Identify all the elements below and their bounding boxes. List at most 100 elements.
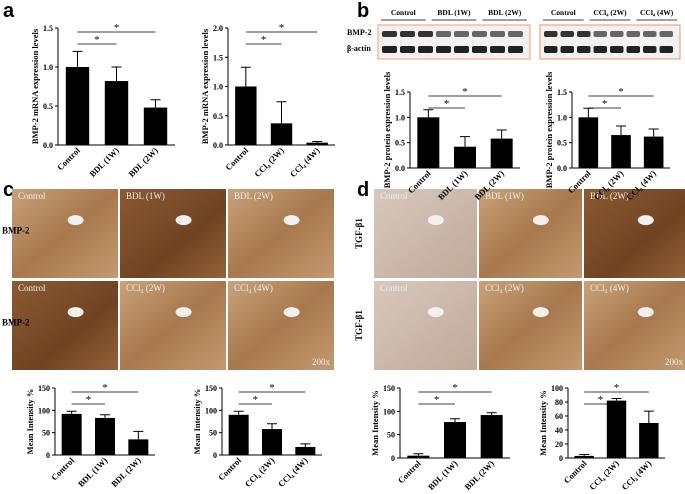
vessel (427, 215, 444, 226)
y-tick-label: 1.0 (395, 113, 405, 122)
blot-header: Control (391, 8, 416, 17)
y-tick-label: 60 (555, 412, 563, 421)
magnification: 200x (665, 357, 684, 367)
blot-band (508, 31, 523, 37)
y-axis-title: Mean Intensity % (538, 390, 548, 456)
blot-band (508, 46, 523, 53)
y-tick-label: 1.0 (213, 83, 223, 92)
blot-band (472, 46, 487, 53)
vessel (67, 307, 84, 318)
blot-band (436, 46, 451, 53)
error-bar (496, 129, 507, 139)
error-bar (133, 430, 144, 440)
blot-frame (539, 24, 681, 60)
y-axis-title: BMP-2 mRNA expression levels (30, 28, 40, 144)
y-tick-label: 0.5 (213, 112, 223, 121)
row-label: BMP-2 (2, 226, 30, 236)
y-tick-label: 0 (391, 454, 395, 463)
y-tick-label: 150 (383, 384, 395, 393)
y-tick-label: 1.0 (43, 63, 53, 72)
vessel (283, 307, 300, 318)
vessel (637, 307, 654, 318)
error-bar (423, 109, 434, 118)
y-tick-label: 0.5 (395, 139, 405, 148)
micrograph (228, 189, 334, 278)
x-tick-label: Control (216, 455, 243, 482)
blot-band (454, 31, 469, 37)
micrograph (479, 189, 582, 278)
micrograph (12, 281, 118, 370)
blot-band (418, 46, 433, 53)
significance-mark: * (462, 86, 468, 98)
bar (95, 417, 115, 455)
significance-mark: * (614, 382, 620, 394)
y-tick-label: 1.5 (43, 24, 53, 33)
blot-header: BDL (1W) (437, 8, 471, 17)
y-tick-label: 100 (551, 384, 563, 393)
x-tick-label: CCl₄ (2W) (252, 145, 286, 179)
blot-band (400, 46, 415, 53)
y-axis-title: BMP-2 mRNA expression levels (200, 28, 210, 144)
y-tick-label: 1.5 (395, 88, 405, 97)
panel-label: b (357, 0, 369, 22)
y-tick-label: 0.0 (213, 141, 223, 150)
bar (128, 439, 149, 455)
significance-mark: * (253, 394, 259, 406)
image-label: CCl₄ (4W) (590, 283, 629, 293)
bar (444, 422, 466, 458)
bar (611, 135, 631, 168)
blot-band (593, 31, 607, 37)
x-tick-label: CCl₄ (4W) (619, 458, 653, 492)
bar (639, 423, 659, 458)
y-tick-label: 40 (555, 426, 563, 435)
y-axis-title: BMP-2 protein expression levels (544, 71, 554, 188)
error-bar (150, 99, 161, 108)
y-tick-label: 2.0 (213, 24, 223, 33)
error-bar (460, 136, 470, 147)
row-label: BMP-2 (2, 318, 30, 328)
y-tick-label: 50 (209, 429, 217, 438)
blot-band (626, 31, 640, 37)
y-tick-label: 0.0 (43, 141, 53, 150)
blot-band (544, 31, 558, 37)
x-tick-label: Control (55, 145, 82, 172)
micrograph (374, 189, 477, 278)
error-bar (300, 443, 311, 447)
blot-band (400, 31, 415, 37)
micrograph (228, 281, 334, 370)
micrograph (12, 189, 118, 278)
error-bar (583, 107, 594, 118)
x-tick-label: Control (223, 145, 250, 172)
micrograph (479, 281, 582, 370)
y-tick-label: 150 (205, 384, 217, 393)
micrograph (584, 189, 685, 278)
row-label: TGF-β1 (354, 218, 364, 249)
blot-band (490, 46, 505, 53)
y-tick-label: 1.5 (213, 53, 223, 62)
error-bar (267, 423, 277, 430)
image-label: CCl₄ (2W) (485, 283, 524, 293)
y-tick-label: 0 (46, 451, 50, 460)
y-axis-title: Mean Intensity % (192, 389, 202, 455)
bar (417, 117, 440, 168)
bar (490, 138, 513, 168)
y-tick-label: 1.0 (557, 113, 567, 122)
significance-mark: * (261, 34, 267, 46)
image-label: CCl₄ (4W) (234, 283, 273, 293)
blot-header: BDL (2W) (488, 8, 522, 17)
error-bar (486, 412, 497, 416)
bar (104, 81, 129, 145)
y-axis-title: Mean Intensity % (370, 390, 380, 456)
y-tick-label: 0 (559, 454, 563, 463)
y-tick-label: 80 (555, 398, 563, 407)
significance-mark: * (444, 98, 450, 110)
error-bar (240, 66, 251, 87)
error-bar (413, 453, 424, 456)
micrograph (120, 281, 226, 370)
vessel (427, 307, 444, 318)
error-bar (616, 125, 626, 136)
vessel (637, 215, 654, 226)
micrograph (120, 189, 226, 278)
error-bar (111, 66, 122, 82)
